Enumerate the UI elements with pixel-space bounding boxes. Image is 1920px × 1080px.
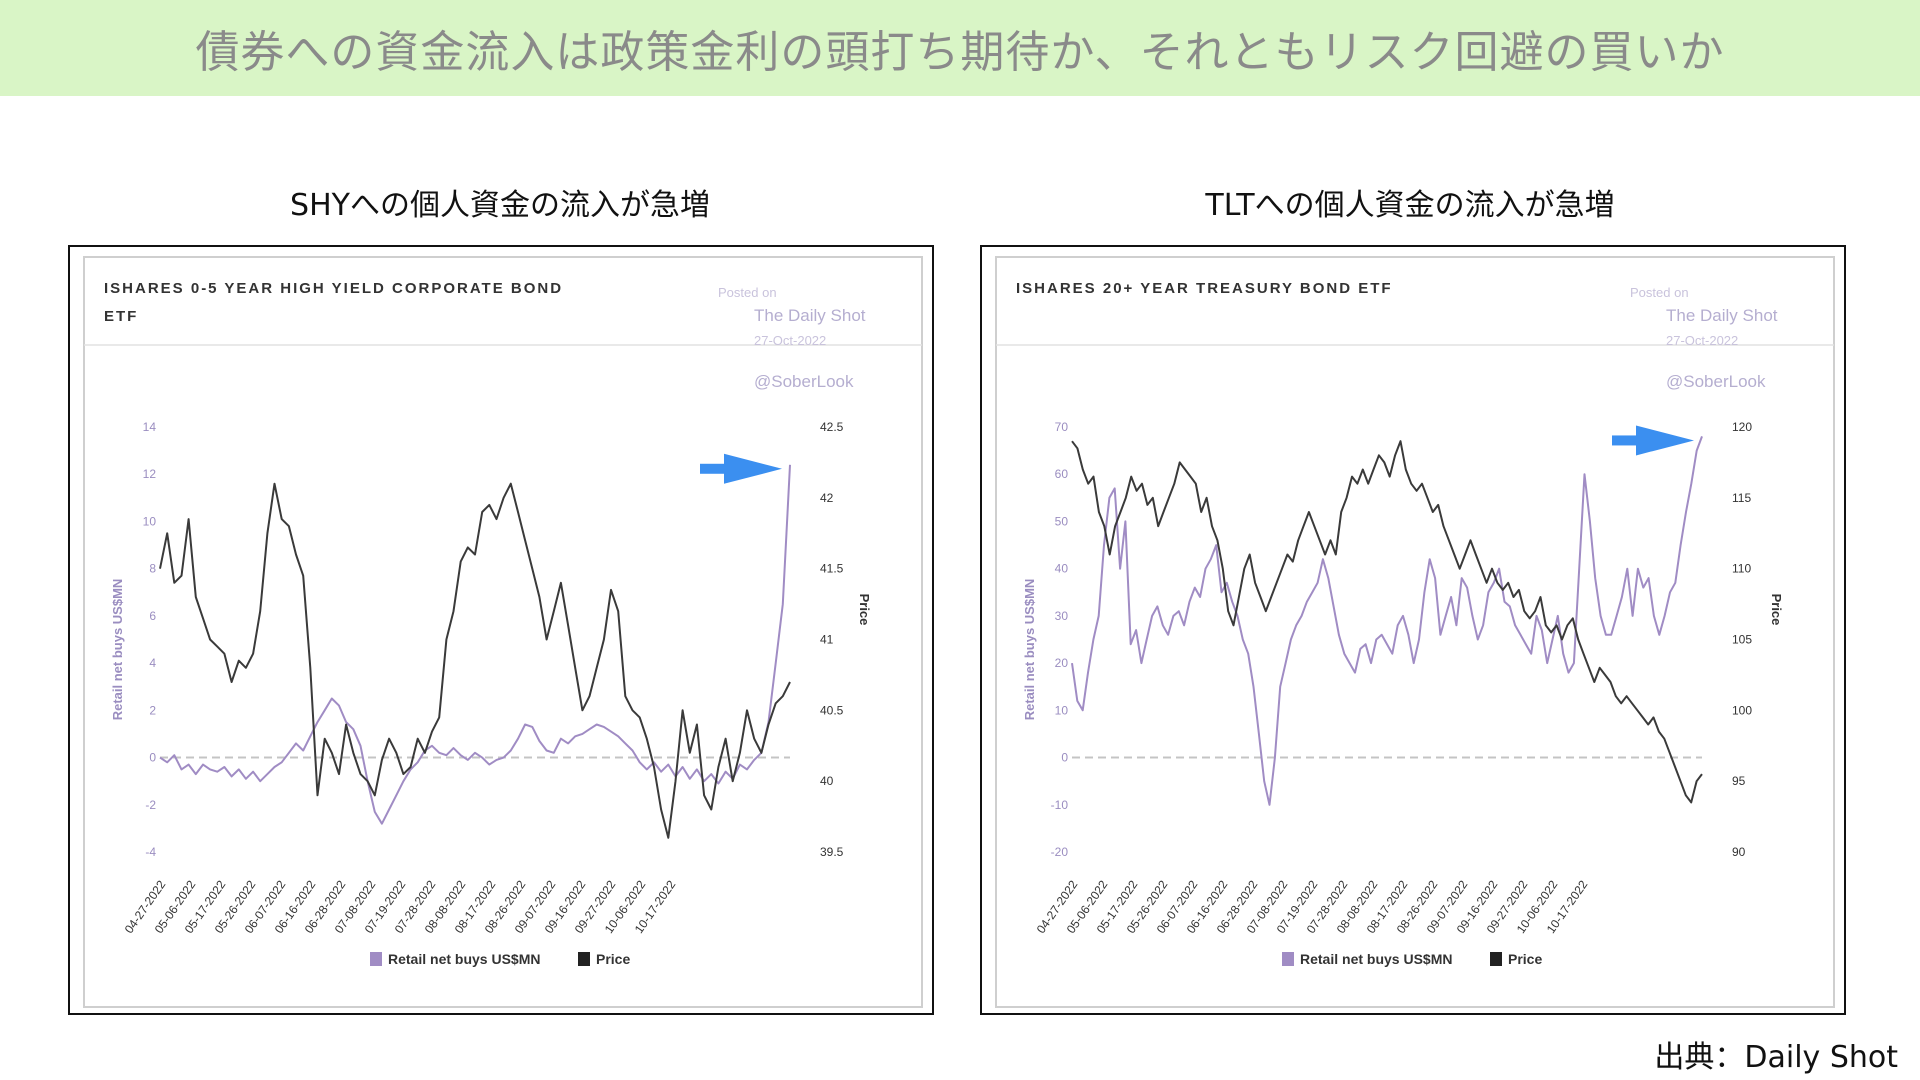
y-tick-left: 4: [149, 656, 156, 670]
y-tick-left: 14: [143, 420, 157, 434]
y-tick-right: 40: [820, 774, 834, 788]
y-tick-right: 42.5: [820, 420, 844, 434]
y-tick-left: 12: [143, 467, 157, 481]
y-tick-left: 40: [1055, 562, 1069, 576]
arrow-head: [724, 453, 782, 484]
legend-swatch-price: [1490, 952, 1502, 966]
price-line: [1071, 440, 1703, 804]
watermark-posted-on: Posted on: [718, 285, 777, 300]
chart-panel-shy: ISHARES 0-5 YEAR HIGH YIELD CORPORATE BO…: [68, 245, 934, 1015]
y-axis-label-left: Retail net buys US$MN: [110, 579, 125, 721]
chart-tlt: ISHARES 20+ YEAR TREASURY BOND ETF Posted…: [995, 256, 1835, 1008]
y-tick-left: 70: [1055, 420, 1069, 434]
right-arrow-icon: [1612, 425, 1694, 456]
watermark-date: 27-Oct-2022: [1666, 333, 1738, 348]
y-tick-right: 95: [1732, 774, 1746, 788]
legend-label-retail: Retail net buys US$MN: [388, 951, 540, 967]
chart-title: ISHARES 0-5 YEAR HIGH YIELD CORPORATE BO…: [104, 280, 563, 297]
source-credit: 出典：Daily Shot: [1654, 1040, 1898, 1075]
retail-net-buys-line: [1071, 436, 1703, 806]
watermark-handle: @SoberLook: [754, 372, 854, 391]
y-tick-right: 41.5: [820, 562, 844, 576]
y-tick-left: 10: [1055, 703, 1069, 717]
legend-label-price: Price: [1508, 951, 1542, 967]
arrow-head: [1636, 425, 1694, 456]
right-arrow-icon: [700, 453, 782, 484]
price-line: [159, 482, 791, 839]
y-axis-label-left: Retail net buys US$MN: [1022, 579, 1037, 721]
y-tick-right: 42: [820, 491, 834, 505]
y-tick-right: 120: [1732, 420, 1752, 434]
y-tick-left: 50: [1055, 514, 1069, 528]
y-tick-right: 115: [1732, 491, 1751, 505]
arrow-shaft: [1612, 435, 1638, 446]
chart-subtitle-tlt: TLTへの個人資金の流入が急増: [1205, 188, 1615, 223]
y-tick-right: 105: [1732, 633, 1752, 647]
y-axis-label-right: Price: [857, 594, 872, 626]
y-axis-label-right: Price: [1769, 594, 1784, 626]
y-tick-left: 0: [149, 751, 156, 765]
legend-label-price: Price: [596, 951, 630, 967]
watermark-handle: @SoberLook: [1666, 372, 1766, 391]
chart-panel-tlt: ISHARES 20+ YEAR TREASURY BOND ETF Posted…: [980, 245, 1846, 1015]
y-tick-left: 10: [143, 514, 157, 528]
y-tick-left: -2: [145, 798, 156, 812]
y-tick-right: 90: [1732, 845, 1746, 859]
title-banner: 債券への資金流入は政策金利の頭打ち期待か、それともリスク回避の買いか: [0, 0, 1920, 96]
y-tick-left: -4: [145, 845, 156, 859]
chart-shy: ISHARES 0-5 YEAR HIGH YIELD CORPORATE BO…: [83, 256, 923, 1008]
y-tick-left: 6: [149, 609, 156, 623]
y-tick-right: 39.5: [820, 845, 844, 859]
y-tick-left: -20: [1051, 845, 1069, 859]
watermark-site: The Daily Shot: [754, 306, 866, 325]
y-tick-left: 0: [1061, 751, 1068, 765]
y-tick-left: -10: [1051, 798, 1069, 812]
y-tick-left: 60: [1055, 467, 1069, 481]
y-tick-right: 110: [1732, 562, 1751, 576]
watermark-posted-on: Posted on: [1630, 285, 1689, 300]
y-tick-left: 30: [1055, 609, 1069, 623]
chart-subtitle-shy: SHYへの個人資金の流入が急増: [290, 188, 710, 223]
y-tick-right: 100: [1732, 703, 1752, 717]
legend-swatch-price: [578, 952, 590, 966]
page-title: 債券への資金流入は政策金利の頭打ち期待か、それともリスク回避の買いか: [195, 27, 1725, 78]
chart-inner-frame: [83, 256, 923, 1008]
legend-swatch-retail: [370, 952, 382, 966]
y-tick-left: 8: [149, 562, 156, 576]
chart-title-line2: ETF: [104, 308, 138, 325]
retail-net-buys-line: [159, 464, 791, 825]
y-tick-left: 2: [149, 703, 156, 717]
y-tick-right: 40.5: [820, 703, 844, 717]
chart-title: ISHARES 20+ YEAR TREASURY BOND ETF: [1016, 280, 1393, 297]
y-tick-left: 20: [1055, 656, 1069, 670]
watermark-site: The Daily Shot: [1666, 306, 1778, 325]
arrow-shaft: [700, 463, 726, 474]
legend-label-retail: Retail net buys US$MN: [1300, 951, 1452, 967]
y-tick-right: 41: [820, 633, 834, 647]
legend-swatch-retail: [1282, 952, 1294, 966]
watermark-date: 27-Oct-2022: [754, 333, 826, 348]
